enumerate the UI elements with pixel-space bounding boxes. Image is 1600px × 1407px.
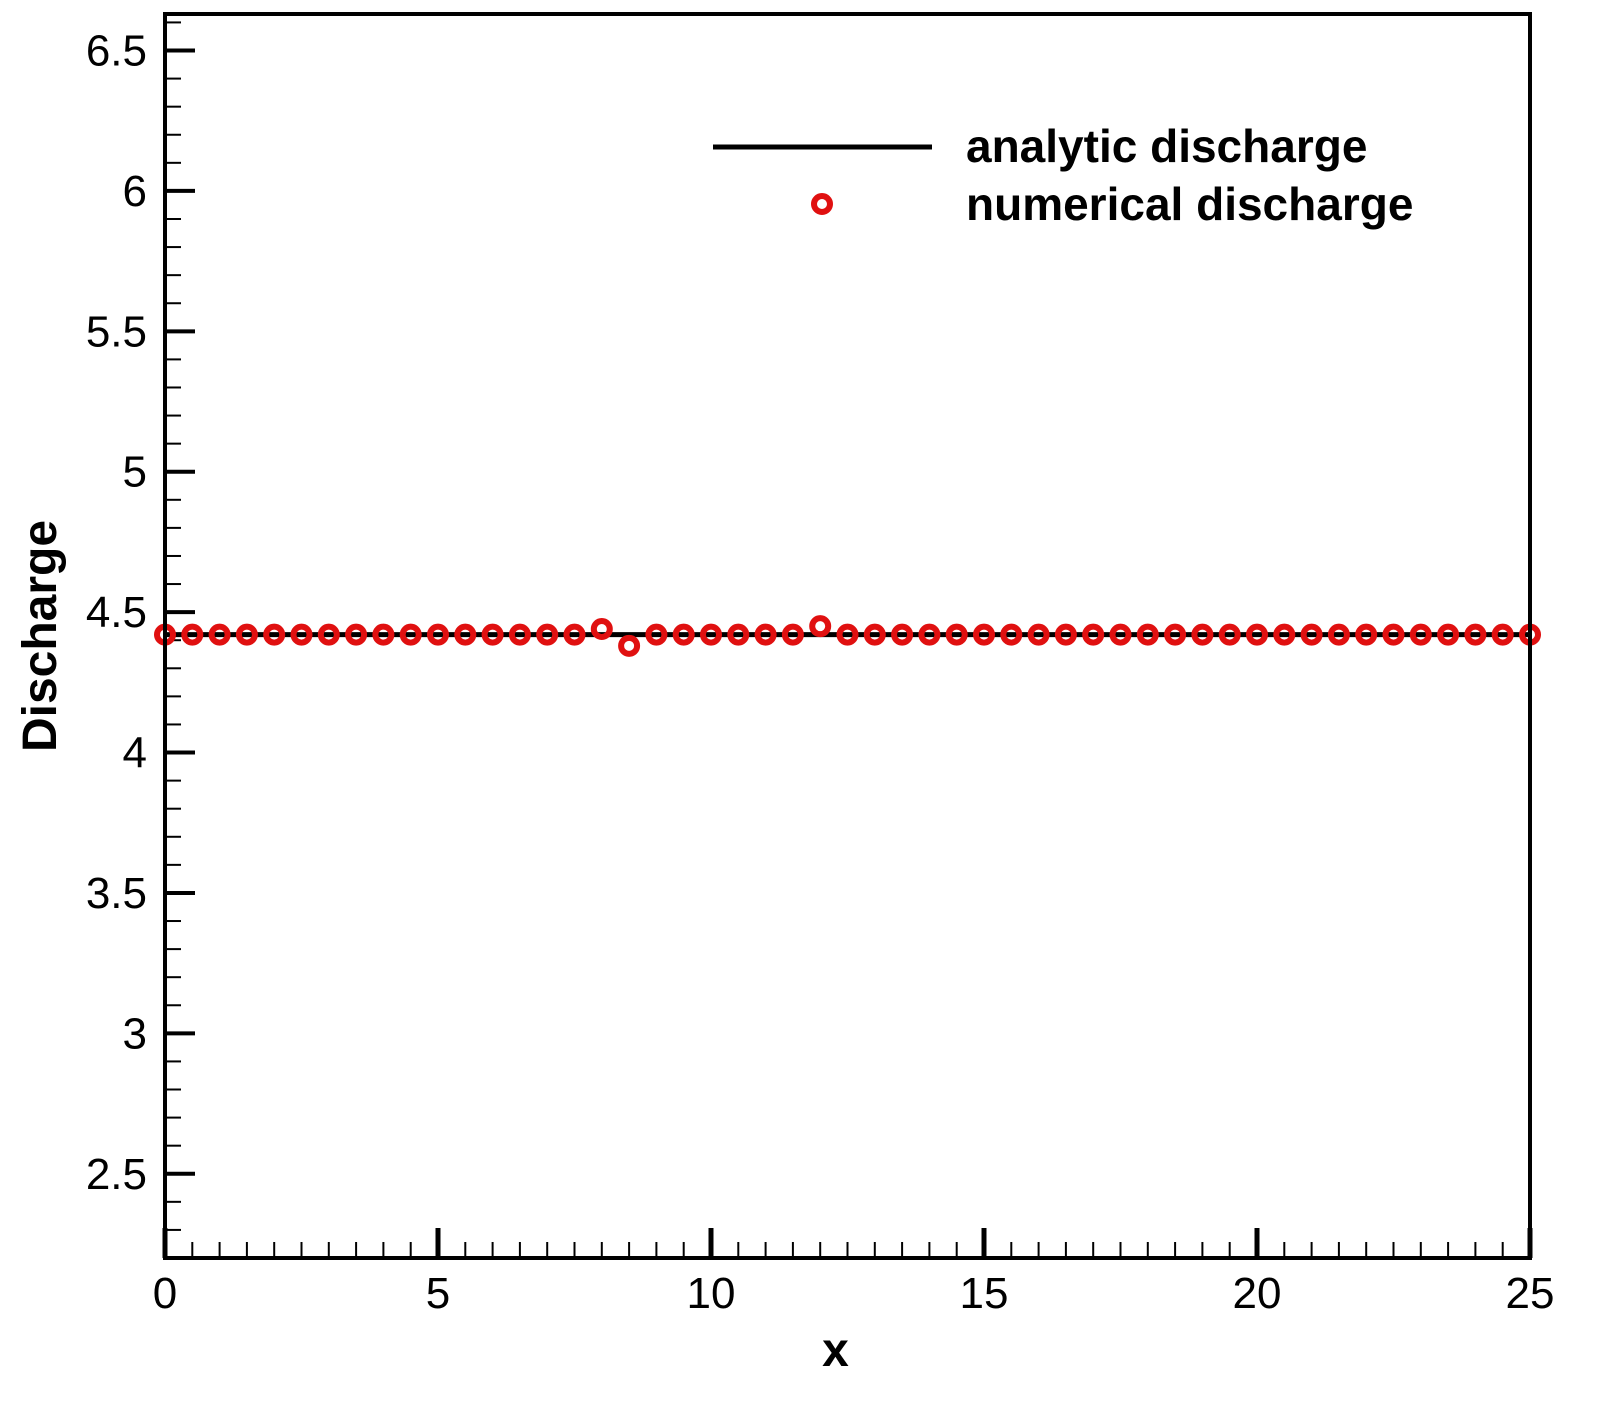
- numerical-discharge-point: [1054, 623, 1077, 646]
- numerical-discharge-point: [263, 623, 286, 646]
- numerical-discharge-point: [1164, 623, 1187, 646]
- tick-labels: 0 5 10 15 20 25 2.5 3 3.5 4 4.5 5 5.5 6 6.5: [86, 27, 1555, 1318]
- y-tick-label: 6.5: [86, 27, 147, 76]
- y-tick-label: 3: [123, 1009, 147, 1058]
- numerical-discharge-point: [1273, 623, 1296, 646]
- numerical-discharge-point: [372, 623, 395, 646]
- numerical-discharge-point: [290, 623, 313, 646]
- numerical-discharge-point: [918, 623, 941, 646]
- numerical-discharge-point: [427, 623, 449, 646]
- y-axis-title: Discharge: [14, 520, 67, 752]
- numerical-discharge-point: [754, 623, 777, 646]
- numerical-discharge-point: [727, 623, 750, 646]
- numerical-discharge-point: [618, 634, 641, 657]
- legend-marker-swatch: [811, 193, 833, 215]
- numerical-discharge-point: [1082, 623, 1105, 646]
- axis-ticks: [162, 21, 1533, 1258]
- x-tick-label: 20: [1233, 1269, 1282, 1318]
- numerical-discharge-point: [809, 615, 832, 638]
- numerical-discharge-point: [891, 623, 914, 646]
- numerical-discharge-point: [1437, 623, 1460, 646]
- y-tick-label: 4: [123, 729, 147, 778]
- numerical-discharge-point: [1491, 623, 1514, 646]
- legend-label-numerical: numerical discharge: [966, 178, 1413, 230]
- x-axis-title: x: [822, 1324, 849, 1377]
- numerical-discharge-point: [973, 623, 995, 646]
- numerical-discharge-point: [863, 623, 886, 646]
- numerical-discharge-point: [481, 623, 504, 646]
- numerical-discharge-point: [181, 623, 204, 646]
- numerical-discharge-point: [590, 617, 613, 640]
- numerical-discharge-point: [563, 623, 586, 646]
- numerical-discharge-point: [781, 623, 804, 646]
- numerical-discharge-point: [1109, 623, 1132, 646]
- numerical-discharge-point: [508, 623, 531, 646]
- y-tick-label: 3.5: [86, 869, 147, 918]
- numerical-discharge-point: [1000, 623, 1023, 646]
- plot-frame: [163, 12, 1532, 1260]
- numerical-discharge-point: [1027, 623, 1050, 646]
- numerical-discharge-point: [536, 623, 559, 646]
- legend: analytic discharge numerical discharge: [713, 120, 1413, 230]
- numerical-discharge-point: [1409, 623, 1432, 646]
- x-tick-label: 0: [153, 1269, 177, 1318]
- numerical-discharge-point: [1246, 623, 1268, 646]
- y-tick-label: 6: [123, 167, 147, 216]
- numerical-discharge-point: [945, 623, 968, 646]
- y-tick-label: 5: [123, 448, 147, 497]
- numerical-discharge-point: [317, 623, 340, 646]
- legend-label-analytic: analytic discharge: [966, 120, 1367, 172]
- numerical-discharge-point: [1464, 623, 1487, 646]
- numerical-discharge-point: [235, 623, 258, 646]
- numerical-discharge-point: [399, 623, 422, 646]
- numerical-discharge-point: [1382, 623, 1405, 646]
- numerical-discharge-point: [836, 623, 859, 646]
- numerical-discharge-point: [1300, 623, 1323, 646]
- numerical-discharge-point: [700, 623, 722, 646]
- numerical-discharge-point: [672, 623, 695, 646]
- x-tick-label: 25: [1506, 1269, 1555, 1318]
- numerical-discharge-point: [1355, 623, 1378, 646]
- numerical-discharge-point: [454, 623, 477, 646]
- numerical-discharge-point: [208, 623, 231, 646]
- numerical-series: [154, 615, 1541, 657]
- numerical-discharge-point: [1218, 623, 1241, 646]
- x-tick-label: 10: [687, 1269, 736, 1318]
- numerical-discharge-point: [1136, 623, 1159, 646]
- numerical-discharge-point: [1191, 623, 1214, 646]
- numerical-discharge-point: [345, 623, 368, 646]
- numerical-discharge-point: [1327, 623, 1350, 646]
- x-tick-label: 15: [960, 1269, 1009, 1318]
- numerical-discharge-point: [645, 623, 668, 646]
- y-tick-label: 4.5: [86, 588, 147, 637]
- y-tick-label: 5.5: [86, 307, 147, 356]
- y-tick-label: 2.5: [86, 1150, 147, 1199]
- x-tick-label: 5: [426, 1269, 450, 1318]
